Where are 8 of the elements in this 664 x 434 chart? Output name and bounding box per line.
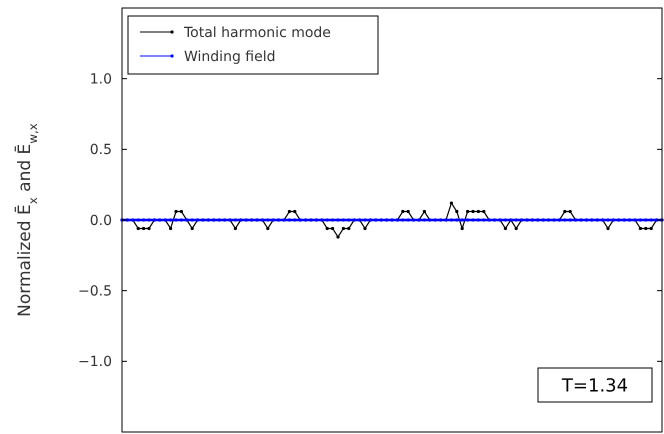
y-tick-label: 0.5 — [90, 142, 112, 158]
legend-label: Total harmonic mode — [183, 24, 331, 41]
annotation: T=1.34 — [560, 375, 628, 396]
y-tick-label: −0.5 — [78, 284, 112, 300]
y-tick-label: 0.0 — [90, 212, 112, 229]
y-tick-label: 1.0 — [90, 72, 112, 88]
y-tick-label: −1.0 — [78, 354, 112, 370]
legend-label: Winding field — [184, 48, 276, 65]
